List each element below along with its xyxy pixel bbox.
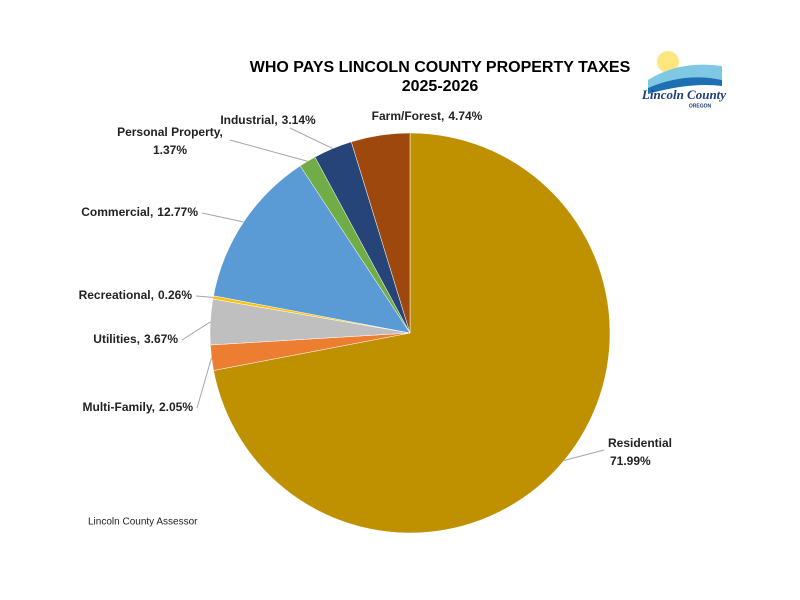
data-label-group: Recreational, 0.26% xyxy=(79,288,193,302)
leader-line xyxy=(563,449,605,461)
data-label-name: Farm/Forest, xyxy=(372,109,445,123)
data-label-name: Utilities, xyxy=(93,332,140,346)
leader-line xyxy=(196,357,213,409)
data-label-group: Industrial, 3.14% xyxy=(220,113,316,127)
logo-text: Lincoln County xyxy=(641,87,726,102)
data-label: 3.14% xyxy=(282,113,316,127)
leader-line xyxy=(229,139,308,162)
data-label-name: Personal Property, xyxy=(117,125,223,139)
data-label: 71.99% xyxy=(610,454,651,468)
leader-line xyxy=(201,212,244,223)
logo-wave xyxy=(648,77,722,94)
data-label-name: Industrial, xyxy=(220,113,277,127)
data-label: 2.05% xyxy=(159,400,193,414)
data-label-group: Farm/Forest, 4.74% xyxy=(372,109,483,123)
data-label-name: Commercial, xyxy=(81,205,153,219)
data-label-group: Commercial, 12.77% xyxy=(81,205,198,219)
source-note: Lincoln County Assessor xyxy=(88,517,198,528)
logo: Lincoln County OREGON xyxy=(641,51,726,109)
leader-line xyxy=(181,321,211,341)
leader-line xyxy=(195,295,214,298)
pie-slice xyxy=(350,132,411,334)
data-label-name: Recreational, xyxy=(79,288,154,302)
data-label: 0.26% xyxy=(158,288,192,302)
chart-title: WHO PAYS LINCOLN COUNTY PROPERTY TAXES xyxy=(250,59,631,76)
data-label: 1.37% xyxy=(153,143,187,157)
data-label: 3.67% xyxy=(144,332,178,346)
leader-line xyxy=(289,127,333,149)
data-label-group: Utilities, 3.67% xyxy=(93,332,178,346)
data-label-group: Multi-Family, 2.05% xyxy=(83,400,194,414)
data-label: 4.74% xyxy=(448,109,482,123)
data-label: 12.77% xyxy=(157,205,198,219)
pie-slice xyxy=(213,132,611,534)
data-label-name: Residential xyxy=(608,436,672,450)
logo-subtext: OREGON xyxy=(689,103,712,109)
data-label-name: Multi-Family, xyxy=(83,400,155,414)
chart-subtitle: 2025-2026 xyxy=(402,78,479,95)
logo-sun xyxy=(657,51,679,73)
